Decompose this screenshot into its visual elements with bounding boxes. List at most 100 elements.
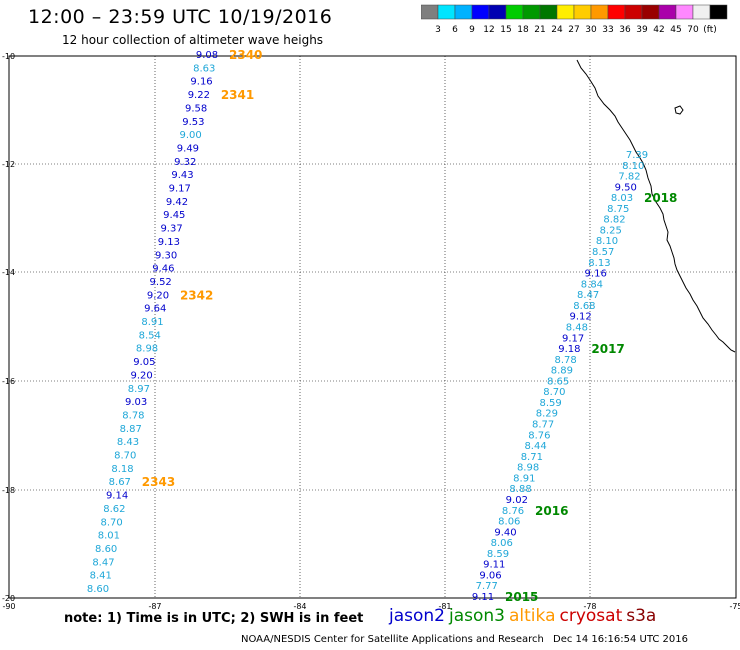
colorbar-label: 33 xyxy=(602,25,613,35)
axis-labels: -10 -12 -14 -16 -18 -20-90 -87 -84 -81 -78 -75 xyxy=(2,52,740,611)
wave-height-value: 8.43 xyxy=(117,437,139,448)
colorbar-label: 18 xyxy=(517,25,529,35)
colorbar-label: 27 xyxy=(568,25,579,35)
wave-height-value: 8.98 xyxy=(136,344,158,355)
lat-tick-label: -14 xyxy=(2,268,15,277)
lon-tick-label: -87 xyxy=(148,602,161,611)
time-label: 2342 xyxy=(180,288,213,302)
wave-height-value: 7.39 xyxy=(626,150,648,161)
wave-height-value: 8.47 xyxy=(577,290,599,301)
wave-height-value: 8.65 xyxy=(547,376,569,387)
time-label: 2016 xyxy=(535,504,568,518)
wave-height-value: 9.14 xyxy=(106,491,128,502)
map-frame xyxy=(8,55,737,599)
timestamp: Dec 14 16:16:54 UTC 2016 xyxy=(553,634,688,645)
colorbar-label: 6 xyxy=(452,25,458,35)
wave-height-value: 8.91 xyxy=(513,473,535,484)
wave-height-value: 9.13 xyxy=(158,237,180,248)
chart-subtitle: 12 hour collection of altimeter wave hei… xyxy=(62,33,324,47)
wave-height-value: 9.00 xyxy=(180,130,202,141)
wave-height-value: 8.60 xyxy=(87,584,109,595)
wave-height-value: 8.70 xyxy=(114,451,136,462)
altimeter-tracks: 9.08 8.63 9.16 9.22 9.58 9.53 9.00 9.49 9.32 9.43… xyxy=(87,48,678,604)
wave-height-value: 8.01 xyxy=(98,531,120,542)
wave-height-value: 9.17 xyxy=(169,184,191,195)
lat-tick-label: -10 xyxy=(2,52,15,61)
map-grid xyxy=(8,55,737,599)
wave-height-value: 9.08 xyxy=(196,50,218,61)
wave-height-value: 8.29 xyxy=(536,409,558,420)
satellite-legend: jason2 jason3 altika cryosat s3a xyxy=(389,606,660,626)
colorbar-label: (ft) xyxy=(703,25,717,35)
wave-height-value: 9.45 xyxy=(163,210,185,221)
lon-tick-label: -75 xyxy=(729,602,740,611)
wave-height-value: 7.82 xyxy=(618,172,640,183)
satellite-s3a-label: s3a xyxy=(626,606,657,626)
wave-height-value: 8.18 xyxy=(111,464,133,475)
wave-height-value: 8.68 xyxy=(573,301,595,312)
coastline xyxy=(576,59,736,353)
wave-height-value: 8.87 xyxy=(120,424,142,435)
wave-height-value: 8.10 xyxy=(596,236,618,247)
lon-tick-label: -84 xyxy=(293,602,306,611)
wave-height-value: 8.59 xyxy=(487,549,509,560)
colorbar-label: 12 xyxy=(483,25,494,35)
colorbar-label: 36 xyxy=(619,25,631,35)
time-label: 2015 xyxy=(505,590,538,604)
wave-height-value: 9.64 xyxy=(144,304,166,315)
wave-height-value: 9.49 xyxy=(177,143,199,154)
lon-tick-label: -90 xyxy=(2,602,15,611)
colorbar-label: 30 xyxy=(585,25,597,35)
colorbar-label: 45 xyxy=(670,25,681,35)
lon-tick-label: -78 xyxy=(583,602,596,611)
wave-height-value: 8.54 xyxy=(139,330,161,341)
colorbar-label: 42 xyxy=(653,25,664,35)
wave-height-value: 8.03 xyxy=(611,193,633,204)
wave-height-value: 9.43 xyxy=(171,170,193,181)
wave-height-value: 8.98 xyxy=(517,463,539,474)
wave-height-value: 9.12 xyxy=(570,312,592,323)
wave-height-value: 9.42 xyxy=(166,197,188,208)
wave-height-value: 9.17 xyxy=(562,333,584,344)
lat-tick-label: -16 xyxy=(2,377,15,386)
credit-line: NOAA/NESDIS Center for Satellite Applica… xyxy=(241,634,544,645)
wave-height-value: 9.20 xyxy=(147,290,169,301)
wave-height-value: 8.10 xyxy=(622,161,644,172)
colorbar-legend: 3 6 9 12 15 18 21 24 27 30 33 36 39 42 45 70 (ft) xyxy=(421,4,728,35)
wave-height-value: 8.47 xyxy=(92,557,114,568)
wave-height-value: 9.53 xyxy=(182,117,204,128)
wave-height-value: 9.11 xyxy=(483,560,505,571)
wave-height-value: 7.77 xyxy=(476,581,498,592)
wave-height-value: 9.52 xyxy=(150,277,172,288)
wave-height-value: 9.40 xyxy=(494,527,516,538)
wave-height-value: 9.22 xyxy=(188,90,210,101)
colorbar-swatch xyxy=(709,4,728,20)
wave-height-value: 8.67 xyxy=(109,477,131,488)
wave-height-value: 9.06 xyxy=(479,570,501,581)
chart-title: 12:00 – 23:59 UTC 10/19/2016 xyxy=(28,6,333,28)
time-label: 2341 xyxy=(221,88,254,102)
wave-height-value: 8.82 xyxy=(603,215,625,226)
colorbar-label: 39 xyxy=(636,25,648,35)
wave-height-value: 8.70 xyxy=(543,387,565,398)
wave-height-value: 8.59 xyxy=(539,398,561,409)
wave-height-value: 8.71 xyxy=(521,452,543,463)
colorbar-label: 3 xyxy=(435,25,441,35)
wave-height-value: 9.16 xyxy=(190,77,212,88)
wave-height-value: 8.62 xyxy=(103,504,125,515)
satellite-jason2-label: jason2 xyxy=(389,606,445,626)
lat-tick-label: -12 xyxy=(2,160,15,169)
wave-height-value: 8.57 xyxy=(592,247,614,258)
colorbar-label: 70 xyxy=(687,25,699,35)
wave-height-value: 9.11 xyxy=(472,592,494,603)
wave-height-value: 9.20 xyxy=(130,370,152,381)
wave-height-value: 9.16 xyxy=(585,269,607,280)
lon-tick-label: -81 xyxy=(438,602,451,611)
wave-height-value: 8.78 xyxy=(555,355,577,366)
wave-height-value: 9.37 xyxy=(160,224,182,235)
satellite-altika-label: altika xyxy=(509,606,556,626)
wave-height-value: 9.02 xyxy=(506,495,528,506)
wave-height-value: 8.97 xyxy=(128,384,150,395)
wave-height-value: 8.89 xyxy=(551,366,573,377)
time-label: 2018 xyxy=(644,191,677,205)
